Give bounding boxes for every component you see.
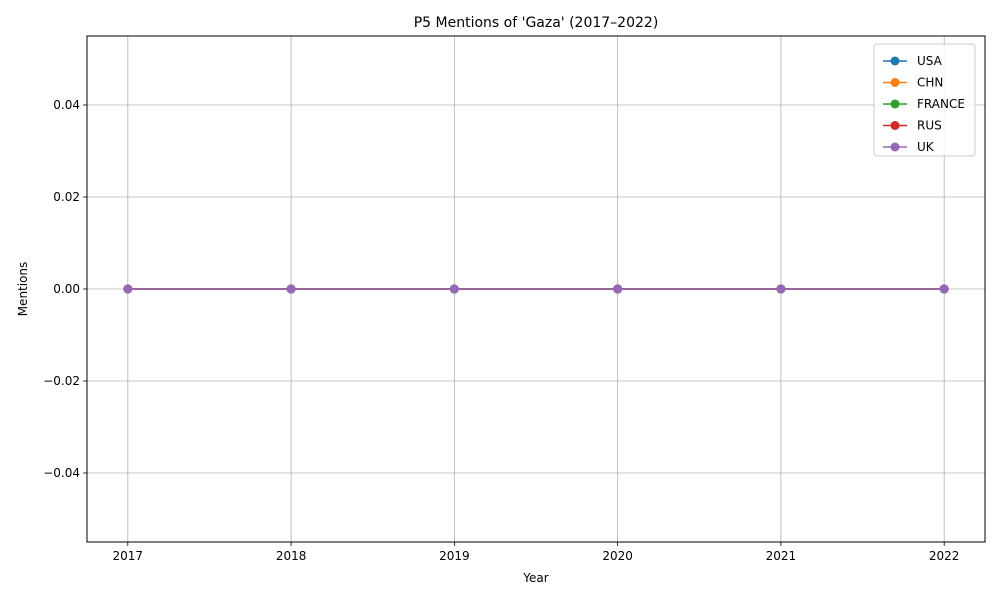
legend-swatch-marker [890,78,900,87]
legend-item: UK [883,140,935,154]
data-point [776,284,786,294]
y-tick-label: 0.00 [53,282,80,296]
x-axis-label: Year [522,571,548,585]
legend-swatch-marker [890,99,900,109]
legend-label: USA [917,54,943,68]
data-point [449,284,459,294]
data-point [286,284,296,294]
legend: USA CHN FRANCE RUS UK [873,43,976,157]
legend-swatch-marker [890,56,900,66]
legend-swatch-marker [890,142,900,152]
y-tick-label: −0.02 [43,374,80,388]
legend-label: RUS [917,119,942,133]
legend-item: RUS [883,119,942,133]
legend-label: UK [917,140,935,154]
legend-item: FRANCE [883,97,965,111]
x-tick-label: 2021 [766,549,797,563]
data-point [123,284,133,294]
data-point [939,284,949,294]
y-tick-label: −0.04 [43,466,80,480]
y-tick-label: 0.04 [53,98,80,112]
legend-swatch-marker [890,121,900,130]
series-lines [123,284,949,294]
x-tick-label: 2020 [602,549,633,563]
legend-item: CHN [883,76,943,90]
x-tick-label: 2018 [276,549,307,563]
y-tick-label: 0.02 [53,190,80,204]
data-point [613,284,623,294]
x-tick-label: 2022 [929,549,960,563]
x-tick-label: 2017 [113,549,144,563]
legend-label: FRANCE [917,97,965,111]
chart-title: P5 Mentions of 'Gaza' (2017–2022) [414,15,659,31]
series-uk [123,284,949,294]
legend-label: CHN [917,76,943,90]
legend-box [873,43,976,157]
axis-ticks: 2017 2018 2019 2020 2021 2022 −0.04 −0.02 0.00 0.… [43,98,959,563]
y-axis-label: Mentions [16,262,30,317]
legend-item: USA [883,54,943,68]
x-tick-label: 2019 [439,549,470,563]
